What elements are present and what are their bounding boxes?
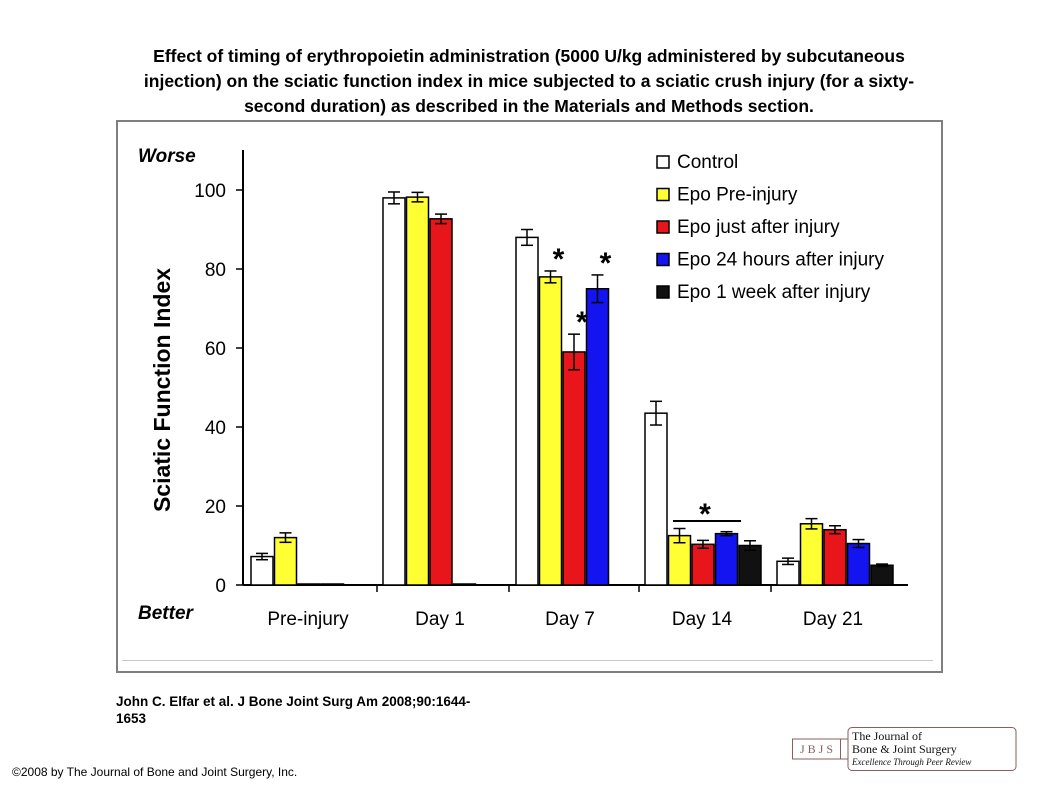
- y-tick-label: 100: [194, 181, 226, 202]
- jbjs-logo: J B J S The Journal of Bone & Joint Surg…: [792, 727, 1017, 771]
- x-tick-label: Day 14: [672, 609, 733, 630]
- citation: John C. Elfar et al. J Bone Joint Surg A…: [116, 693, 556, 727]
- bar-chart: 0 20 40 60 80 100 Sciatic Function Index Worse B…: [138, 146, 908, 630]
- legend-label: Epo Pre-injury: [677, 185, 798, 206]
- bar-2-5: [799, 523, 824, 586]
- bar-4-3: [585, 288, 610, 586]
- bar-4-4: [714, 532, 739, 586]
- y-tick-label: 40: [205, 418, 226, 439]
- bar-1-4: [644, 412, 668, 586]
- significance-star: *: [553, 243, 565, 276]
- legend-swatch-2: [656, 187, 670, 202]
- legend-label: Epo 1 week after injury: [677, 282, 871, 303]
- figure-title-line: Effect of timing of erythropoietin admin…: [153, 46, 905, 66]
- significance-star: *: [600, 247, 612, 280]
- bar-5-4: [738, 544, 762, 586]
- legend-label: Epo 24 hours after injury: [677, 250, 885, 271]
- y-tick-label: 60: [205, 339, 226, 360]
- bar-4-2: [452, 583, 477, 586]
- bar-1-2: [382, 197, 406, 586]
- y-annotation-better: Better: [138, 603, 195, 624]
- y-tick-label: 80: [205, 260, 226, 281]
- bar-1-1: [250, 555, 274, 586]
- bar-3-5: [823, 528, 847, 586]
- legend-swatch-5: [656, 285, 670, 299]
- y-annotation-worse: Worse: [138, 146, 196, 167]
- bar-3-2: [429, 218, 453, 586]
- chart-frame: 0 20 40 60 80 100 Sciatic Function Index Worse B…: [116, 120, 943, 673]
- legend-swatch-3: [656, 220, 670, 234]
- bar-3-1: [297, 583, 321, 586]
- bar-5-5: [870, 564, 894, 586]
- legend-swatch-1: [656, 155, 670, 169]
- figure-title: Effect of timing of erythropoietin admin…: [40, 44, 1018, 119]
- bar-1-3: [515, 236, 539, 586]
- significance-star: *: [576, 306, 588, 339]
- frame-divider: [122, 660, 933, 661]
- bar-2-1: [273, 536, 298, 586]
- logo-line2: Bone & Joint Surgery: [852, 742, 957, 756]
- bar-4-1: [320, 583, 345, 586]
- citation-line: John C. Elfar et al. J Bone Joint Surg A…: [116, 694, 471, 709]
- citation-line: 1653: [116, 711, 147, 726]
- bar-2-3: [538, 276, 563, 586]
- legend-label: Control: [677, 152, 738, 173]
- x-tick-label: Day 1: [415, 609, 465, 630]
- logo-abbrev-box: [792, 738, 841, 760]
- y-axis-label: Sciatic Function Index: [149, 268, 175, 512]
- legend-swatch-4: [656, 252, 670, 267]
- logo-box: [847, 727, 1017, 771]
- x-tick-label: Day 7: [545, 609, 595, 630]
- legend-label: Epo just after injury: [677, 217, 840, 238]
- figure-title-line: second duration) as described in the Mat…: [244, 96, 814, 116]
- figure-title-line: injection) on the sciatic function index…: [143, 71, 915, 91]
- bar-3-4: [691, 543, 715, 586]
- logo-line1: The Journal of: [852, 729, 922, 743]
- y-tick-label: 20: [205, 497, 226, 518]
- significance-star: *: [699, 498, 711, 531]
- y-tick-label: 0: [215, 576, 226, 597]
- logo-abbrev: J B J S: [800, 742, 833, 756]
- bar-2-2: [405, 196, 430, 586]
- x-tick-label: Day 21: [803, 609, 863, 630]
- bar-3-3: [562, 351, 586, 586]
- bar-4-5: [846, 542, 871, 586]
- x-tick-label: Pre-injury: [267, 609, 349, 630]
- logo-tagline: Excellence Through Peer Review: [851, 757, 971, 767]
- copyright-notice: ©2008 by The Journal of Bone and Joint S…: [12, 765, 298, 779]
